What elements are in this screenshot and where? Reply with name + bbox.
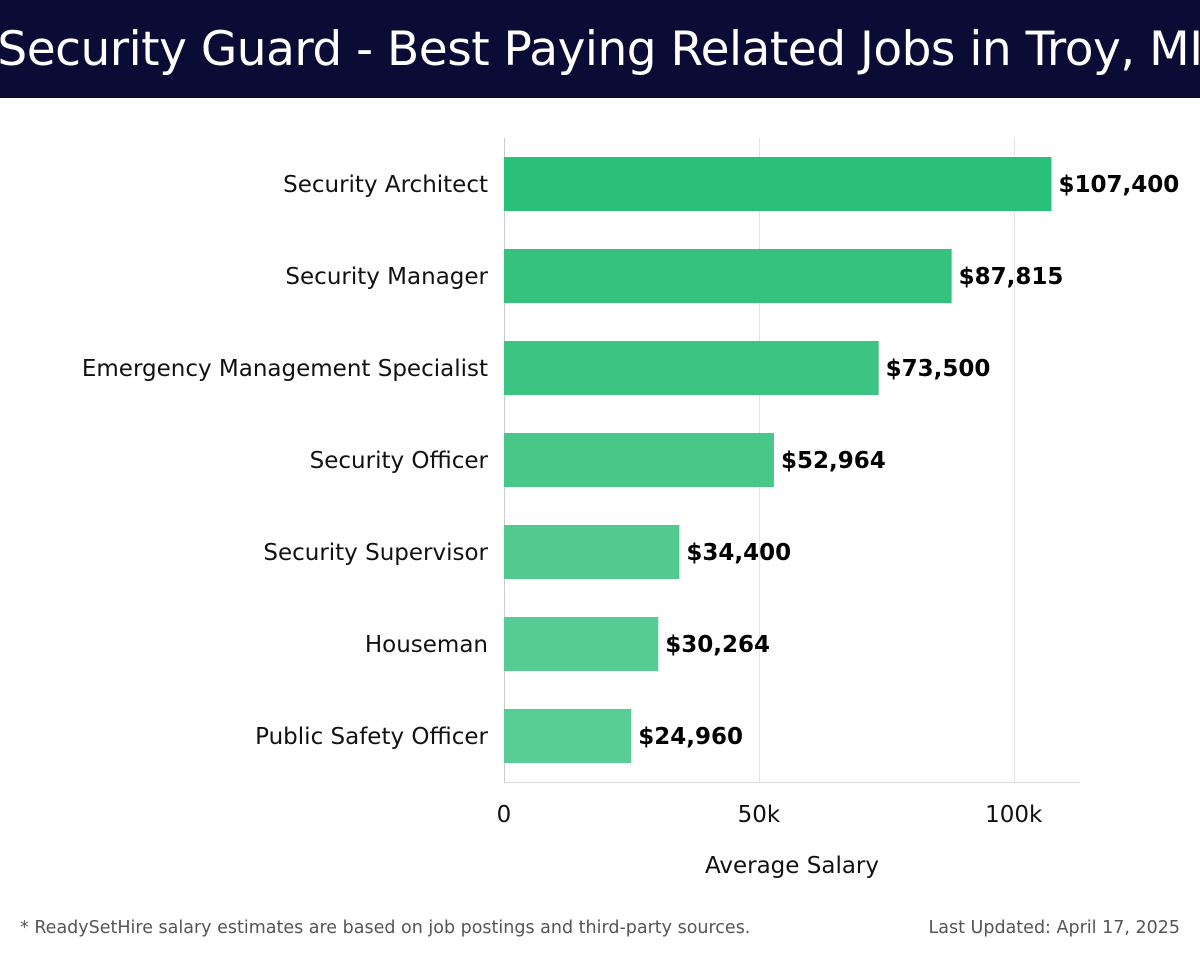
x-axis-title: Average Salary [705, 853, 879, 879]
value-label: $73,500 [886, 356, 991, 382]
category-label: Security Supervisor [263, 540, 488, 566]
bar [504, 433, 774, 487]
x-tick-label: 0 [497, 802, 512, 828]
x-tick-label: 100k [985, 802, 1043, 828]
bar-layer [504, 157, 1052, 763]
bar [504, 525, 680, 579]
footer-note: * ReadySetHire salary estimates are base… [20, 918, 751, 938]
category-label: Security Officer [310, 448, 489, 474]
bar-chart: Security Architect $107,400 Security Manag… [82, 138, 1179, 879]
chart-title: Security Guard - Best Paying Related Job… [0, 21, 1200, 77]
category-label: Public Safety Officer [255, 724, 488, 750]
value-label: $34,400 [686, 540, 791, 566]
x-tick-label: 50k [738, 802, 781, 828]
bar [504, 341, 879, 395]
last-updated: Last Updated: April 17, 2025 [928, 918, 1180, 938]
axis-layer: 0 50k 100k Average Salary [497, 782, 1080, 879]
bar [504, 249, 952, 303]
category-label: Houseman [365, 632, 488, 658]
value-label: $24,960 [638, 724, 743, 750]
value-label: $30,264 [665, 632, 770, 658]
bar [504, 709, 632, 763]
chart-header: Security Guard - Best Paying Related Job… [0, 0, 1200, 98]
value-label: $107,400 [1058, 172, 1179, 198]
bar [504, 617, 659, 671]
value-label: $87,815 [959, 264, 1064, 290]
label-layer: Security Architect $107,400 Security Manag… [82, 172, 1179, 750]
bar [504, 157, 1052, 211]
category-label: Emergency Management Specialist [82, 356, 488, 382]
value-label: $52,964 [781, 448, 886, 474]
category-label: Security Manager [285, 264, 488, 290]
category-label: Security Architect [283, 172, 488, 198]
